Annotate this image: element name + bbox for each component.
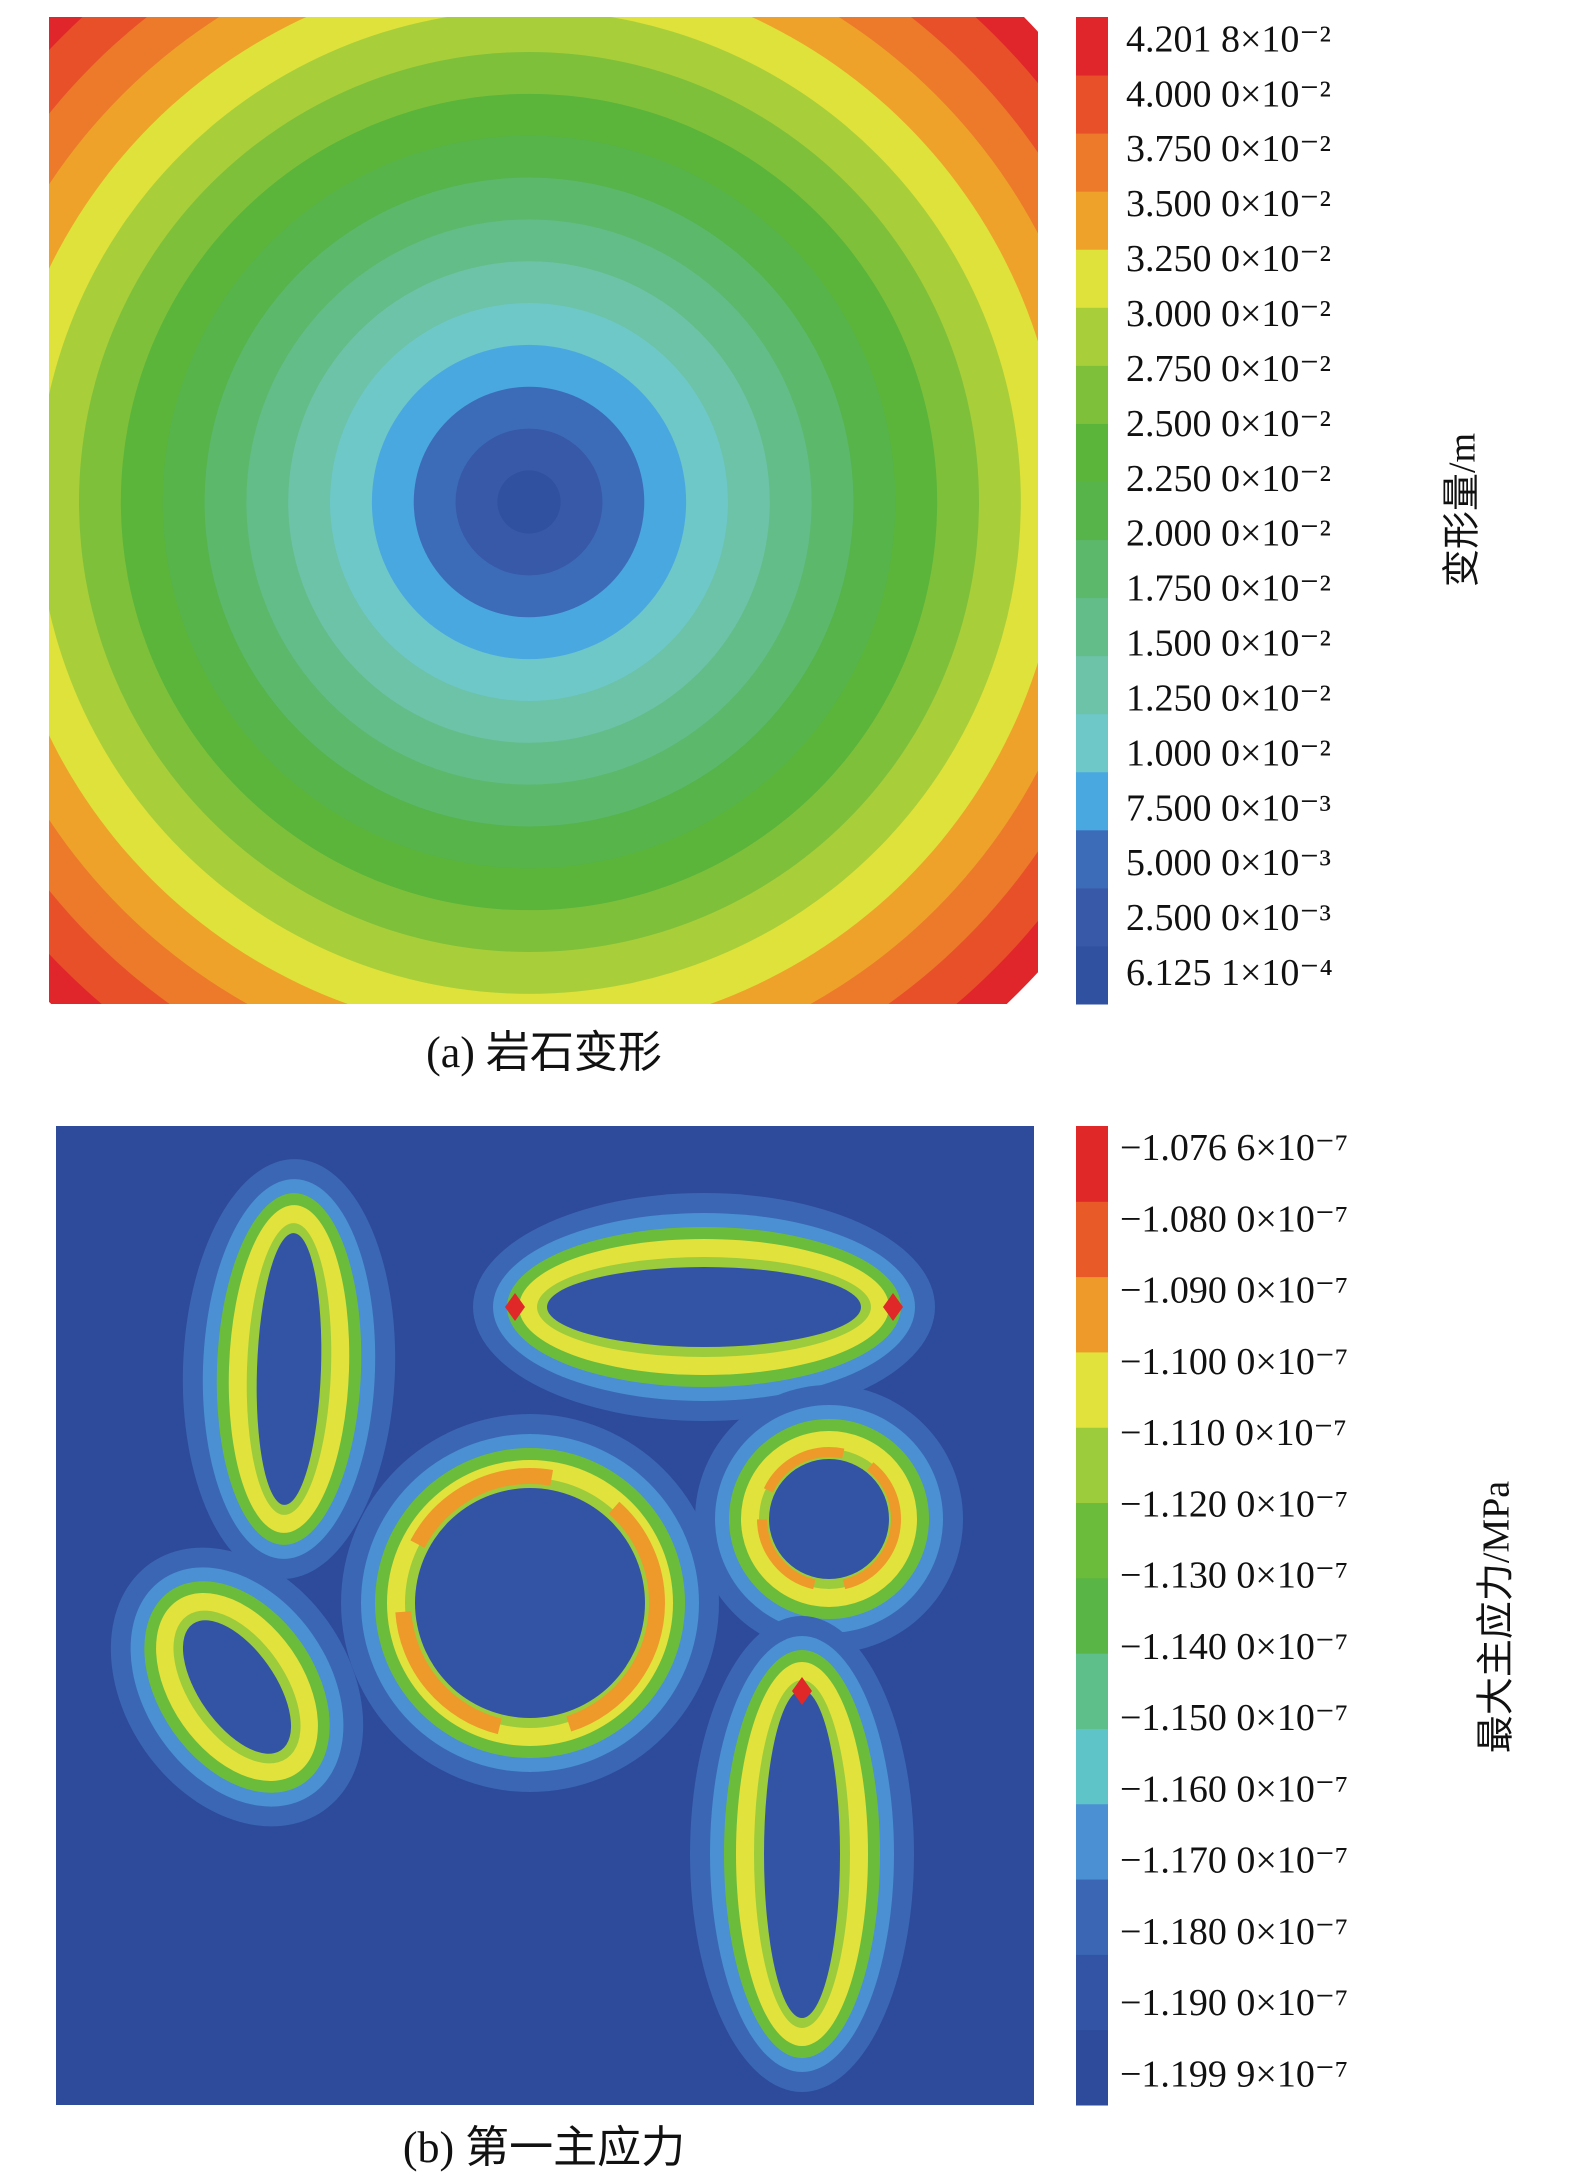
colorbar-tick-label: −1.090 0×10⁻⁷ [1120,1270,1348,1312]
colorbar-tick-label: −1.199 9×10⁻⁷ [1120,2053,1348,2095]
colorbar-band [1076,1954,1108,2031]
colorbar-tick-label: 5.000 0×10⁻³ [1126,842,1331,884]
stress-peak [792,1677,812,1705]
colorbar-tick-label: 2.750 0×10⁻² [1126,348,1331,390]
colorbar-band [1076,423,1108,482]
colorbar-band [1076,1351,1108,1428]
colorbar-band [1076,2029,1108,2106]
colorbar-tick-label: 3.250 0×10⁻² [1126,238,1331,280]
colorbar-tick-label: −1.190 0×10⁻⁷ [1120,1982,1348,2024]
colorbar-band [1076,829,1108,889]
colorbar-tick-label: 1.750 0×10⁻² [1126,568,1331,610]
colorbar-band [1076,249,1108,308]
colorbar-band [1076,365,1108,424]
colorbar-tick-label: 7.500 0×10⁻³ [1126,787,1331,829]
colorbar-tick-label: −1.110 0×10⁻⁷ [1120,1412,1347,1454]
colorbar-tick-label: −1.120 0×10⁻⁷ [1120,1483,1348,1525]
colorbar-tick-label: −1.170 0×10⁻⁷ [1120,1840,1348,1882]
colorbar-tick-label: 4.000 0×10⁻² [1126,73,1331,115]
colorbar-tick-label: −1.080 0×10⁻⁷ [1120,1198,1348,1240]
colorbar-label: 最大主应力/MPa [1476,1481,1518,1753]
stress-hole [547,1267,861,1347]
caption: (b) 第一主应力 [403,2123,685,2172]
stress-peak [505,1293,525,1321]
colorbar-tick-label: 3.000 0×10⁻² [1126,293,1331,335]
colorbar-label: 变形量/m [1442,433,1484,587]
colorbar-band [1076,771,1108,831]
colorbar-tick-label: 1.500 0×10⁻² [1126,623,1331,665]
colorbar-tick-label: −1.160 0×10⁻⁷ [1120,1768,1348,1810]
stress-hole [769,1459,889,1579]
colorbar-band [1076,1502,1108,1579]
colorbar-band [1076,307,1108,366]
colorbar-band [1076,1201,1108,1278]
colorbar-tick-label: −1.150 0×10⁻⁷ [1120,1697,1348,1739]
colorbar-tick-label: −1.180 0×10⁻⁷ [1120,1911,1348,1953]
colorbar-tick-label: 2.250 0×10⁻² [1126,458,1331,500]
colorbar-band [1076,887,1108,947]
colorbar-band [1076,75,1108,134]
colorbar-tick-label: 2.000 0×10⁻² [1126,513,1331,555]
colorbar-band [1076,1653,1108,1729]
colorbar-tick-label: −1.100 0×10⁻⁷ [1120,1341,1348,1383]
contour-band [497,470,561,534]
stress-peak [883,1293,903,1321]
stress-hole [415,1488,645,1718]
colorbar-band [1076,1427,1108,1504]
stress-hole [182,1620,292,1754]
colorbar-band [1076,1803,1108,1880]
colorbar-tick-label: 2.500 0×10⁻³ [1126,897,1331,939]
colorbar-band [1076,539,1108,599]
colorbar-band [1076,597,1108,657]
colorbar-band [1076,713,1108,773]
colorbar-band [1076,1126,1108,1202]
colorbar-band [1076,945,1108,1005]
colorbar-tick-label: −1.076 6×10⁻⁷ [1120,1127,1348,1169]
contour-field [49,17,1038,1004]
colorbar-tick-label: 3.750 0×10⁻² [1126,128,1331,170]
colorbar-tick-label: −1.140 0×10⁻⁷ [1120,1626,1348,1668]
colorbar-band [1076,1879,1108,1955]
colorbar-tick-label: 3.500 0×10⁻² [1126,183,1331,225]
colorbar-tick-label: 2.500 0×10⁻² [1126,403,1331,445]
contour-field [56,1126,1034,2105]
stress-hole [256,1233,322,1505]
colorbar-band [1076,1276,1108,1353]
colorbar-band [1076,1728,1108,1805]
stress-hole [764,1690,840,2018]
colorbar-tick-label: −1.130 0×10⁻⁷ [1120,1555,1348,1597]
stress-ring [395,1468,665,1738]
colorbar-band [1076,1577,1108,1654]
colorbar-tick-label: 6.125 1×10⁻⁴ [1126,952,1333,994]
caption: (a) 岩石变形 [426,1028,662,1077]
colorbar-band [1076,191,1108,250]
colorbar-tick-label: 1.000 0×10⁻² [1126,732,1331,774]
colorbar-band [1076,481,1108,541]
colorbar-tick-label: 4.201 8×10⁻² [1126,18,1331,60]
colorbar-tick-label: 1.250 0×10⁻² [1126,677,1331,719]
colorbar-band [1076,655,1108,715]
colorbar-band [1076,133,1108,192]
colorbar-band [1076,17,1108,76]
stress-ring [757,1447,901,1591]
